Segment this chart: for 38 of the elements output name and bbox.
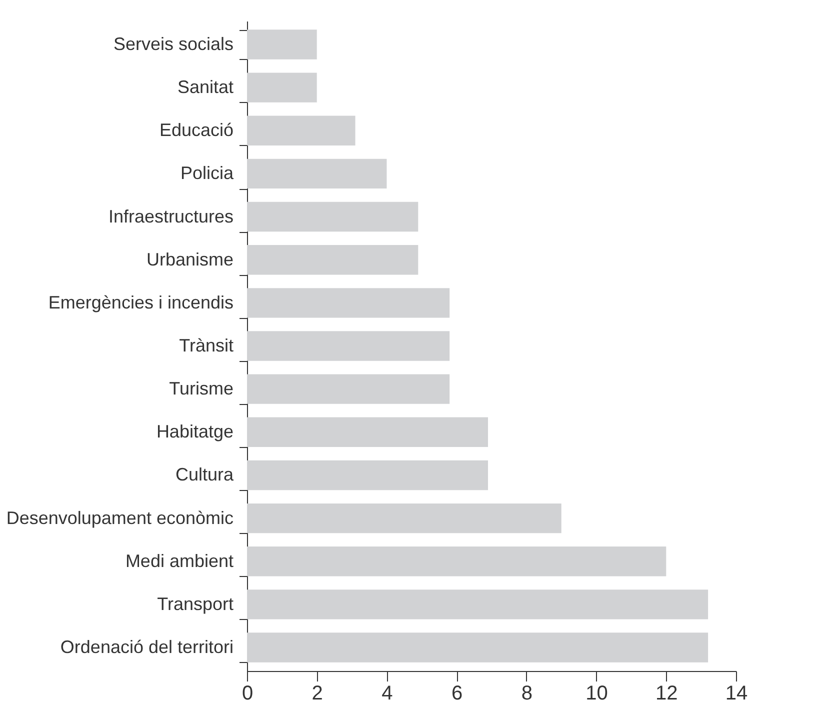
y-tick-label: Educació [159, 120, 234, 140]
x-tick-label: 12 [656, 682, 678, 704]
x-tick-label: 2 [312, 682, 323, 704]
bar [247, 460, 488, 490]
x-tick-label: 8 [521, 682, 532, 704]
bar [247, 72, 317, 102]
bar [247, 288, 450, 318]
y-tick-label: Policia [180, 163, 234, 184]
y-tick-label: Trànsit [179, 336, 234, 356]
bar [247, 632, 708, 662]
y-tick-label: Turisme [169, 378, 234, 399]
y-tick-label: Habitatge [156, 422, 234, 442]
bar [247, 590, 708, 620]
y-tick-label: Ordenació del territori [60, 637, 234, 658]
bar [247, 116, 356, 146]
bar [247, 374, 450, 404]
y-tick-label: Serveis socials [113, 34, 234, 54]
bar [247, 244, 418, 275]
x-tick-label: 10 [586, 682, 608, 704]
y-tick-label: Transport [157, 594, 234, 614]
x-tick-label: 6 [452, 682, 463, 704]
bar [247, 503, 562, 534]
bar [247, 158, 387, 189]
bar [247, 202, 418, 232]
y-tick-label: Emergències i incendis [48, 292, 234, 312]
y-tick-label: Infraestructures [108, 206, 234, 226]
y-tick-label: Desenvolupament econòmic [6, 508, 234, 528]
bar [247, 417, 488, 448]
x-tick-label: 14 [725, 682, 748, 704]
bar [247, 30, 317, 60]
y-tick-label: Sanitat [177, 77, 234, 98]
x-tick-label: 0 [242, 682, 254, 704]
y-tick-label: Medi ambient [125, 550, 234, 571]
x-tick-label: 4 [382, 682, 393, 704]
y-tick-label: Urbanisme [146, 249, 234, 270]
y-tick-label: Cultura [175, 464, 234, 485]
bar [247, 546, 666, 576]
bar [247, 331, 450, 361]
